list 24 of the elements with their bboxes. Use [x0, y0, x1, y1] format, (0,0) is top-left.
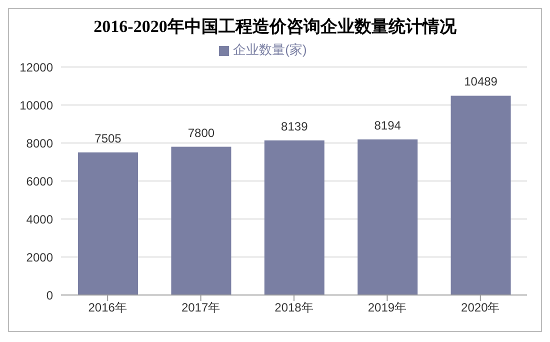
bar: [78, 152, 138, 295]
y-tick-label: 6000: [26, 174, 54, 188]
y-tick-label: 10000: [20, 98, 54, 112]
bar: [358, 139, 418, 295]
y-tick-label: 4000: [26, 212, 54, 226]
y-tick-label: 0: [46, 288, 54, 302]
x-tick-label: 2017年: [181, 300, 220, 315]
legend-label: 企业数量(家): [233, 42, 307, 57]
data-label: 8139: [281, 119, 308, 134]
bar: [264, 140, 324, 295]
data-label: 7800: [188, 126, 215, 140]
bar: [450, 96, 511, 295]
data-label: 10489: [464, 74, 498, 89]
y-tick-label: 8000: [26, 136, 54, 150]
x-tick-label: 2018年: [274, 300, 314, 315]
bar: [171, 146, 232, 295]
y-tick-label: 2000: [26, 250, 54, 264]
chart-title: 2016-2020年中国工程造价咨询企业数量统计情况: [92, 16, 458, 37]
x-tick-label: 2016年: [88, 300, 127, 315]
data-label: 7505: [94, 131, 122, 146]
data-label: 8194: [374, 118, 402, 132]
x-tick-label: 2020年: [461, 300, 500, 315]
x-tick-label: 2019年: [368, 300, 407, 315]
y-tick-label: 12000: [20, 60, 54, 74]
